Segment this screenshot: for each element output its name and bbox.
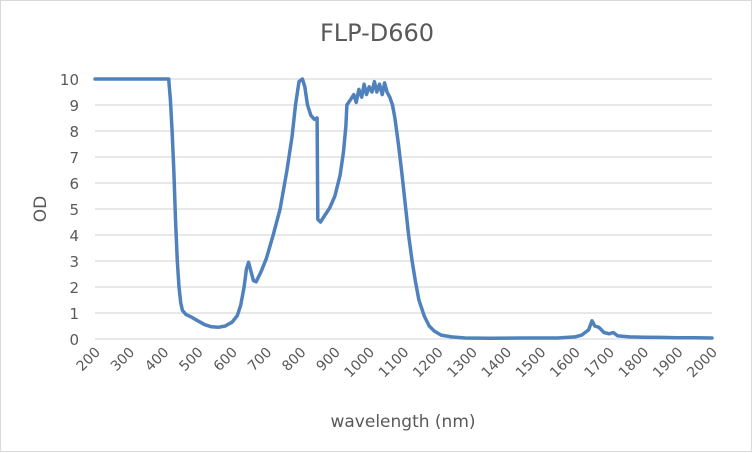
y-tick-label: 2 [69, 279, 79, 297]
gridlines [95, 78, 712, 340]
x-tick-label: 1700 [581, 345, 618, 382]
chart-title: FLP-D660 [319, 19, 435, 47]
x-tick-label: 800 [279, 345, 309, 375]
y-tick-label: 1 [69, 305, 79, 323]
x-tick-label: 1500 [513, 345, 550, 382]
y-axis-label: OD [31, 196, 51, 222]
y-axis-ticks: 0 1 2 3 4 5 6 7 8 9 10 [60, 71, 79, 349]
x-tick-label: 300 [108, 345, 138, 375]
y-tick-label: 0 [69, 331, 79, 349]
y-tick-label: 7 [69, 149, 79, 167]
x-tick-label: 1800 [616, 345, 653, 382]
od-curve [93, 77, 714, 340]
y-tick-label: 4 [69, 227, 79, 245]
y-tick-label: 9 [69, 97, 79, 115]
x-tick-label: 900 [314, 345, 344, 375]
y-tick-label: 8 [69, 123, 79, 141]
x-tick-label: 500 [176, 345, 206, 375]
y-tick-label: 5 [69, 201, 79, 219]
x-axis-label: wavelength (nm) [330, 412, 475, 432]
y-tick-label: 10 [60, 71, 79, 89]
x-tick-label: 1200 [410, 345, 447, 382]
x-tick-label: 400 [142, 345, 172, 375]
y-tick-label: 3 [69, 253, 79, 271]
x-tick-label: 700 [245, 345, 275, 375]
x-tick-label: 200 [74, 345, 104, 375]
x-tick-label: 1400 [479, 345, 516, 382]
x-axis-ticks: 200 300 400 500 600 700 800 9001000110012001300… [74, 345, 721, 382]
x-tick-label: 1900 [650, 345, 687, 382]
x-tick-label: 1600 [547, 345, 584, 382]
x-tick-label: 1100 [376, 345, 413, 382]
y-tick-label: 6 [69, 175, 79, 193]
x-tick-label: 1300 [444, 345, 481, 382]
x-tick-label: 600 [211, 345, 241, 375]
x-tick-label: 2000 [684, 345, 721, 382]
x-tick-label: 1000 [342, 345, 379, 382]
